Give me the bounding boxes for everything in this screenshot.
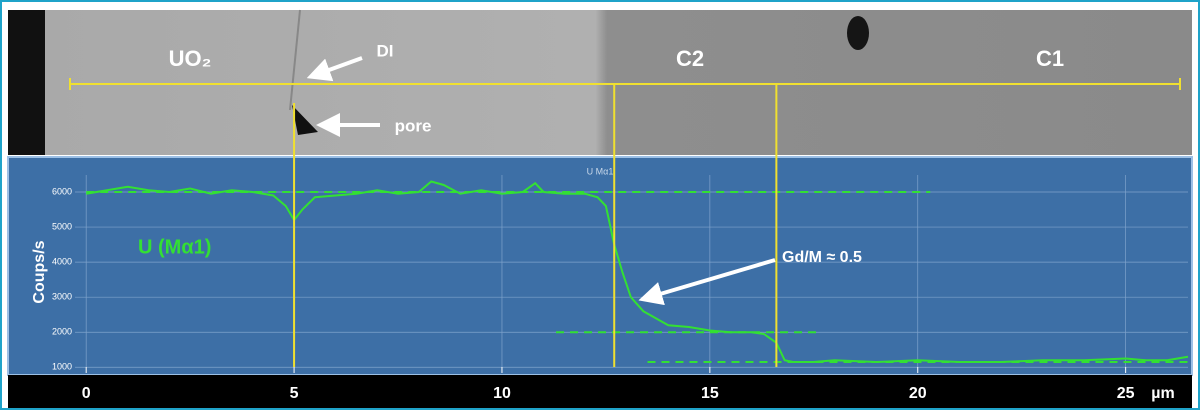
x-tick-label: 10 (493, 385, 511, 402)
arrow (306, 56, 363, 82)
micrograph (45, 10, 1192, 155)
chart-label: U Mα1 (587, 166, 614, 176)
x-tick-label: 5 (290, 385, 299, 402)
x-tick-label: 25 (1117, 385, 1135, 402)
y-tick-label: 2000 (52, 327, 72, 337)
series-label: U (Mα1) (138, 236, 211, 258)
y-tick-label: 6000 (52, 186, 72, 196)
image-label: C2 (676, 46, 704, 71)
y-tick-label: 4000 (52, 256, 72, 266)
x-axis-label: µm (1151, 385, 1174, 402)
x-tick-label: 20 (909, 385, 927, 402)
y-tick-label: 5000 (52, 221, 72, 231)
y-tick-label: 1000 (52, 362, 72, 372)
annotation: Gd/M ≈ 0.5 (782, 249, 862, 266)
pore-dark (847, 16, 869, 50)
y-tick-label: 3000 (52, 292, 72, 302)
arrow (638, 258, 776, 306)
image-label: C1 (1036, 46, 1064, 71)
image-label: DI (377, 41, 394, 60)
pore (292, 105, 318, 135)
x-tick-label: 0 (82, 385, 91, 402)
data-line (86, 180, 1189, 364)
image-label: pore (395, 116, 432, 135)
x-axis-band (8, 375, 1192, 408)
y-axis-label: Coups/s (31, 240, 48, 303)
image-label: UO₂ (169, 46, 212, 71)
grain-boundary (289, 9, 301, 111)
x-tick-label: 15 (701, 385, 719, 402)
